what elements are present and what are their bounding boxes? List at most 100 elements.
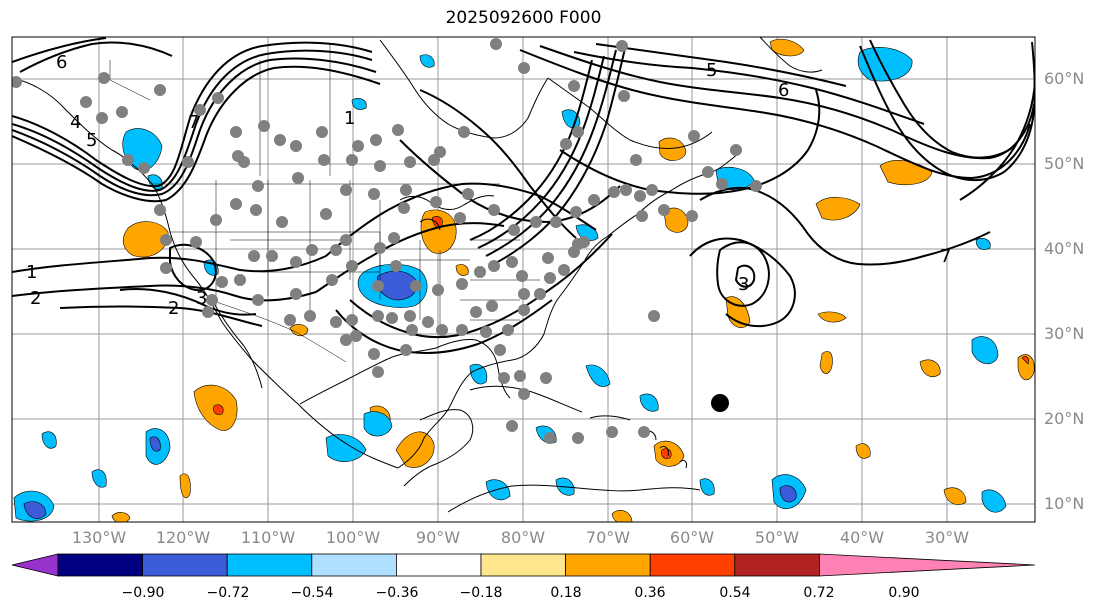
- station-marker: [540, 372, 552, 384]
- station-marker: [388, 232, 400, 244]
- colorbar: [11, 553, 1036, 577]
- station-marker: [430, 196, 442, 208]
- station-marker: [630, 154, 642, 166]
- station-marker: [716, 178, 728, 190]
- station-marker: [234, 274, 246, 286]
- colorbar-extend-low: [11, 553, 59, 577]
- station-marker: [212, 92, 224, 104]
- station-marker: [506, 420, 518, 432]
- station-marker: [98, 72, 110, 84]
- station-marker: [96, 112, 108, 124]
- station-marker: [230, 126, 242, 138]
- colorbar-segment: [57, 553, 143, 577]
- lon-label-130w: 130°W: [71, 528, 127, 547]
- station-marker: [306, 244, 318, 256]
- station-marker: [456, 324, 468, 336]
- lon-label-40w: 40°W: [839, 528, 885, 547]
- station-marker: [638, 426, 650, 438]
- station-marker: [490, 38, 502, 50]
- station-marker: [572, 432, 584, 444]
- station-marker: [206, 294, 218, 306]
- station-marker: [122, 154, 134, 166]
- station-marker: [304, 310, 316, 322]
- station-marker: [422, 316, 434, 328]
- station-marker: [480, 326, 492, 338]
- station-marker: [436, 324, 448, 336]
- colorbar-tick-label: 0.18: [550, 585, 582, 601]
- colorbar-tick-label: −0.90: [121, 585, 165, 601]
- station-marker: [238, 156, 250, 168]
- station-marker: [616, 40, 628, 52]
- station-marker: [372, 366, 384, 378]
- station-markers: [12, 38, 762, 444]
- colorbar-segment: [734, 553, 820, 577]
- station-marker: [432, 284, 444, 296]
- contour-label: 7: [188, 112, 199, 133]
- station-marker: [454, 212, 466, 224]
- station-marker: [290, 140, 302, 152]
- lon-label-110w: 110°W: [240, 528, 296, 547]
- lon-label-60w: 60°W: [669, 528, 715, 547]
- station-marker: [618, 90, 630, 102]
- station-marker: [290, 256, 302, 268]
- station-marker: [428, 154, 440, 166]
- colorbar-segment: [395, 553, 482, 577]
- station-marker: [390, 260, 402, 272]
- station-marker: [410, 280, 422, 292]
- station-marker: [318, 154, 330, 166]
- station-marker: [530, 216, 542, 228]
- station-marker: [154, 84, 166, 96]
- station-marker: [702, 166, 714, 178]
- lon-label-100w: 100°W: [325, 528, 381, 547]
- station-marker: [620, 184, 632, 196]
- lat-label-50n: 50°N: [1044, 154, 1085, 173]
- station-marker: [406, 324, 418, 336]
- station-marker: [516, 270, 528, 282]
- station-marker: [518, 388, 530, 400]
- colorbar-tick-label: 0.36: [634, 585, 666, 601]
- station-marker: [392, 124, 404, 136]
- lon-label-50w: 50°W: [754, 528, 800, 547]
- station-marker: [400, 184, 412, 196]
- station-marker: [372, 310, 384, 322]
- station-marker: [558, 264, 570, 276]
- station-marker: [534, 288, 546, 300]
- station-marker: [340, 184, 352, 196]
- coastlines-and-borders: [12, 37, 823, 513]
- station-marker: [634, 190, 646, 202]
- station-marker: [266, 250, 278, 262]
- station-marker: [636, 210, 648, 222]
- colorbar-segment: [565, 553, 651, 577]
- station-marker: [608, 186, 620, 198]
- colorbar-segment: [480, 553, 566, 577]
- station-marker: [350, 330, 362, 342]
- contour-label: 1: [26, 262, 37, 283]
- colorbar-tick-label: 0.90: [888, 585, 920, 601]
- station-marker: [646, 184, 658, 196]
- station-marker: [374, 242, 386, 254]
- contour-label: 5: [86, 130, 97, 151]
- contour-label: 6: [778, 80, 789, 101]
- station-marker: [326, 274, 338, 286]
- station-marker: [252, 294, 264, 306]
- station-marker: [488, 260, 500, 272]
- lat-label-20n: 20°N: [1044, 409, 1085, 428]
- station-marker: [542, 252, 554, 264]
- station-marker: [686, 210, 698, 222]
- station-marker: [274, 134, 286, 146]
- colorbar-segment: [226, 553, 313, 577]
- station-marker: [544, 432, 556, 444]
- colorbar-tick-label: 0.72: [803, 585, 835, 601]
- map-title: 2025092600 F000: [445, 8, 602, 28]
- station-marker: [284, 314, 296, 326]
- station-marker: [588, 194, 600, 206]
- lon-label-120w: 120°W: [155, 528, 211, 547]
- station-marker: [648, 310, 660, 322]
- station-marker: [518, 62, 530, 74]
- colorbar-tick-label: −0.72: [206, 585, 250, 601]
- lon-label-80w: 80°W: [500, 528, 546, 547]
- station-marker: [550, 216, 562, 228]
- colorbar-segment: [311, 553, 397, 577]
- station-marker: [292, 172, 304, 184]
